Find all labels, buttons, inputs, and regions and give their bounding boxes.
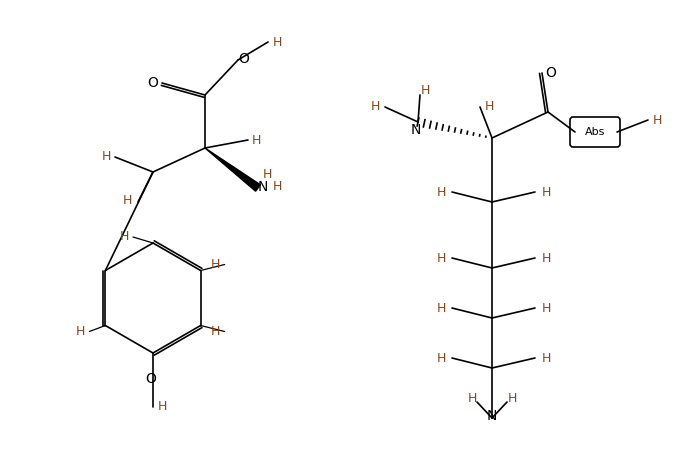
FancyBboxPatch shape — [570, 117, 620, 147]
Text: H: H — [119, 231, 129, 244]
Text: H: H — [436, 351, 445, 364]
Text: H: H — [436, 186, 445, 199]
Text: N: N — [411, 123, 421, 137]
Text: H: H — [484, 100, 494, 113]
Text: H: H — [420, 83, 430, 96]
Text: H: H — [123, 194, 132, 206]
Text: H: H — [272, 181, 282, 194]
Text: H: H — [211, 325, 220, 338]
Text: O: O — [546, 66, 556, 80]
Text: H: H — [76, 325, 85, 338]
Text: H: H — [542, 301, 550, 314]
Text: H: H — [436, 251, 445, 264]
Text: H: H — [251, 133, 261, 146]
Text: H: H — [211, 258, 220, 271]
Text: N: N — [258, 180, 268, 194]
Text: H: H — [436, 301, 445, 314]
Polygon shape — [205, 148, 261, 191]
Text: H: H — [370, 100, 380, 113]
Text: N: N — [487, 409, 497, 423]
Text: H: H — [102, 150, 110, 163]
Text: H: H — [467, 392, 477, 405]
Text: H: H — [262, 169, 271, 181]
Text: H: H — [542, 251, 550, 264]
Text: H: H — [157, 400, 167, 413]
Text: O: O — [238, 52, 249, 66]
Text: H: H — [653, 113, 661, 126]
Text: Abs: Abs — [585, 127, 605, 137]
Text: H: H — [542, 351, 550, 364]
Text: O: O — [146, 372, 156, 386]
Text: O: O — [148, 76, 158, 90]
Text: H: H — [542, 186, 550, 199]
Text: H: H — [272, 36, 282, 49]
Text: H: H — [507, 392, 517, 405]
